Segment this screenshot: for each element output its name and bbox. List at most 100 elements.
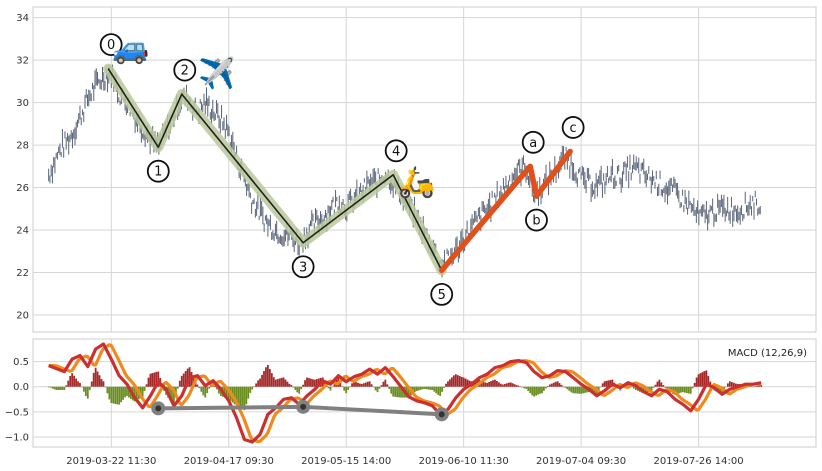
macd-histogram-bar bbox=[176, 386, 179, 389]
macd-histogram-bar bbox=[380, 385, 383, 387]
macd-histogram-bar bbox=[727, 383, 729, 387]
macd-histogram-bar bbox=[171, 386, 173, 403]
macd-histogram-bar bbox=[756, 385, 759, 387]
macd-histogram-bar bbox=[552, 382, 555, 387]
macd-histogram-bar bbox=[362, 383, 365, 387]
macd-histogram-bar bbox=[752, 386, 755, 388]
macd-histogram-bar bbox=[149, 373, 152, 387]
macd-histogram-bar bbox=[402, 386, 404, 398]
macd-histogram-bar bbox=[349, 386, 352, 388]
macd-histogram-bar bbox=[392, 386, 395, 397]
macd-histogram-bar bbox=[225, 386, 228, 399]
macd-histogram-bar bbox=[153, 372, 156, 387]
macd-histogram-bar bbox=[270, 373, 273, 387]
wave-label-5: 5 bbox=[430, 282, 454, 306]
macd-histogram-bar bbox=[77, 381, 79, 387]
macd-histogram-bar bbox=[695, 377, 698, 387]
x-tick-label: 2019-04-17 09:30 bbox=[184, 456, 274, 467]
wave-label-circle bbox=[525, 208, 548, 232]
macd-histogram-bar bbox=[517, 385, 520, 387]
macd-histogram-bar bbox=[633, 386, 635, 389]
macd-histogram-bar bbox=[609, 379, 612, 387]
macd-histogram-bar bbox=[413, 386, 416, 393]
price-y-tick-label: 24 bbox=[16, 226, 29, 237]
macd-histogram-bar bbox=[564, 386, 567, 388]
macd-histogram-bar bbox=[497, 382, 500, 387]
macd-histogram-bar bbox=[49, 386, 52, 388]
macd-histogram-bar bbox=[543, 386, 545, 391]
x-tick-label: 2019-07-04 09:30 bbox=[536, 456, 626, 467]
macd-histogram-bar bbox=[372, 386, 375, 388]
macd-histogram-bar bbox=[114, 386, 117, 404]
macd-histogram-bar bbox=[57, 386, 60, 390]
x-tick-label: 2019-07-26 14:00 bbox=[653, 456, 743, 467]
macd-histogram-bar bbox=[556, 381, 559, 387]
macd-histogram-bar bbox=[458, 376, 461, 387]
macd-histogram-bar bbox=[548, 384, 551, 387]
macd-histogram-bar bbox=[462, 377, 465, 387]
macd-histogram-bar bbox=[400, 386, 402, 398]
macd-signal-line bbox=[48, 343, 762, 444]
macd-histogram-bar bbox=[237, 386, 240, 407]
wave-label-circle bbox=[99, 33, 123, 57]
price-y-tick-label: 32 bbox=[16, 56, 29, 67]
macd-histogram-bar bbox=[241, 386, 244, 410]
macd-histogram-bar bbox=[664, 386, 667, 388]
macd-histogram-bar bbox=[276, 379, 279, 387]
macd-histogram-bar bbox=[110, 386, 113, 403]
macd-histogram-bar bbox=[521, 386, 524, 388]
macd-histogram-bar bbox=[247, 386, 250, 399]
macd-histogram-bar bbox=[662, 385, 665, 387]
macd-histogram-bar bbox=[390, 386, 393, 394]
wave-label-circle bbox=[430, 282, 454, 306]
macd-histogram-bar bbox=[505, 383, 508, 387]
macd-histogram-bar bbox=[515, 385, 518, 387]
macd-histogram-bar bbox=[687, 386, 690, 394]
macd-histogram-bar bbox=[419, 386, 422, 390]
macd-histogram-bar bbox=[282, 377, 285, 387]
macd-histogram-bar bbox=[128, 386, 130, 398]
macd-histogram-bar bbox=[693, 382, 696, 387]
macd-histogram-bar bbox=[398, 386, 400, 398]
macd-divergence bbox=[151, 399, 449, 422]
macd-histogram-bar bbox=[519, 386, 522, 388]
macd-histogram-bar bbox=[699, 373, 702, 387]
macd-histogram-bar bbox=[196, 384, 199, 387]
price-y-tick-label: 28 bbox=[16, 141, 29, 152]
macd-histogram-bar bbox=[261, 374, 263, 387]
macd-histogram-bar bbox=[578, 386, 581, 394]
macd-histogram-bar bbox=[388, 386, 391, 390]
macd-histogram-bar bbox=[683, 386, 686, 393]
macd-legend-label: MACD (12,26,9) bbox=[728, 348, 807, 359]
macd-histogram-bar bbox=[304, 380, 306, 387]
macd-histogram-bar bbox=[689, 386, 692, 394]
macd-histogram-bar bbox=[274, 379, 277, 387]
macd-histogram-bar bbox=[317, 378, 320, 387]
wave-label-text: a bbox=[529, 136, 537, 151]
macd-histogram-bar bbox=[529, 386, 532, 394]
wave-label-text: b bbox=[532, 214, 540, 229]
macd-histogram-bar bbox=[754, 386, 757, 387]
x-tick-labels: 2019-03-22 11:30 2019-04-17 09:30 2019-05-… bbox=[66, 456, 743, 467]
macd-histogram-bar bbox=[343, 386, 346, 391]
macd-histogram-bar bbox=[582, 386, 584, 394]
divergence-point-center bbox=[438, 411, 445, 418]
macd-histogram-bar bbox=[370, 384, 373, 387]
macd-histogram-bar bbox=[650, 386, 653, 392]
wave-label-a: a bbox=[521, 130, 545, 154]
macd-histogram-bar bbox=[501, 384, 504, 387]
macd-histogram-bar bbox=[760, 385, 763, 387]
macd-histogram-bar bbox=[79, 382, 81, 387]
macd-histogram-bar bbox=[417, 386, 420, 391]
emoji-layer: 🚙 ✈️ 🛵 bbox=[112, 31, 435, 200]
macd-histogram-bar bbox=[345, 386, 348, 394]
macd-histogram-bar bbox=[607, 380, 610, 387]
macd-histogram-bar bbox=[719, 386, 721, 394]
macd-histogram-bar bbox=[233, 386, 236, 405]
macd-histogram-bar bbox=[685, 386, 688, 394]
macd-histogram-bar bbox=[67, 380, 70, 387]
macd-histogram-bar bbox=[584, 386, 586, 393]
macd-histogram-bar bbox=[537, 386, 539, 395]
macd-histogram-bar bbox=[437, 386, 440, 395]
